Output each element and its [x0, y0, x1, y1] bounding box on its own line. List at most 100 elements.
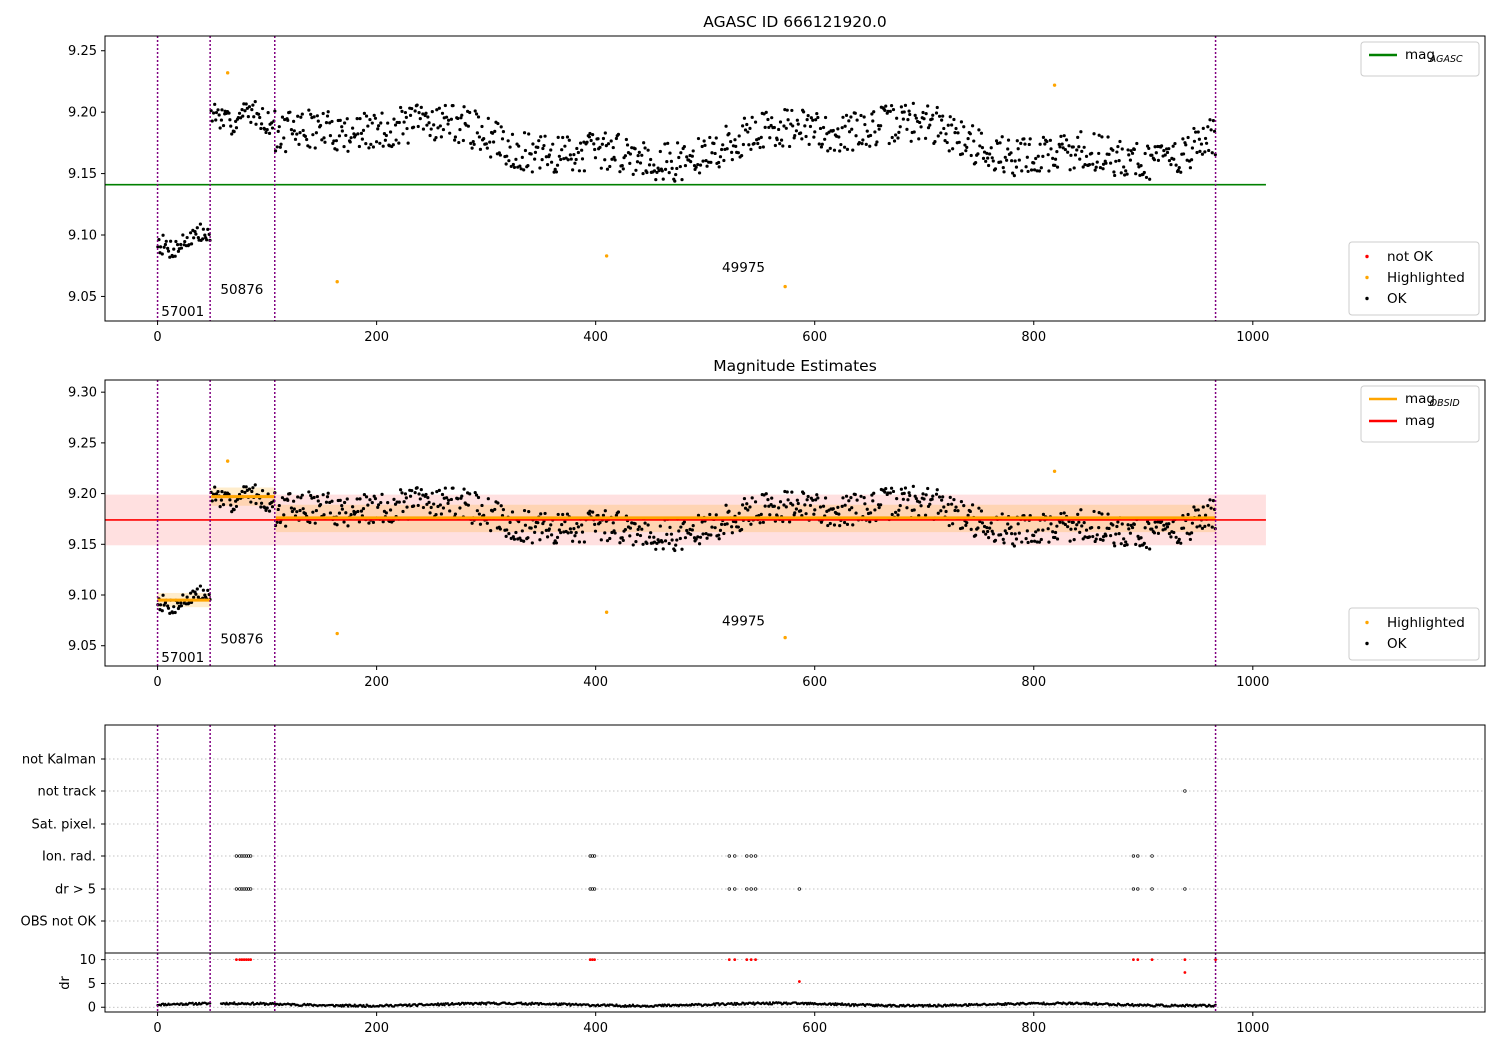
ok-point: [580, 157, 585, 161]
ok-point: [601, 136, 606, 141]
ok-point: [761, 520, 765, 524]
ok-point: [264, 130, 268, 135]
ok-point: [189, 242, 194, 246]
ok-point: [911, 101, 915, 106]
ok-point: [1046, 527, 1050, 531]
ok-point: [722, 158, 726, 163]
ok-point: [566, 531, 570, 535]
ok-point: [1109, 161, 1113, 165]
ok-point: [571, 168, 575, 172]
ok-point: [436, 504, 440, 509]
ok-point: [337, 511, 342, 515]
ok-point: [1013, 159, 1017, 163]
ok-point: [470, 146, 474, 150]
ok-point: [1203, 150, 1207, 154]
ok-point: [1017, 158, 1021, 162]
ok-point: [1082, 520, 1086, 525]
ok-point: [1114, 159, 1118, 163]
ok-point: [1041, 154, 1045, 158]
ok-point: [489, 155, 493, 159]
ok-point: [625, 143, 630, 147]
flag-row-label: Ion. rad.: [42, 850, 96, 865]
ok-point: [160, 609, 164, 613]
ok-point: [462, 105, 466, 109]
ok-point: [717, 533, 721, 537]
ok-point: [1106, 512, 1110, 516]
ok-point: [309, 493, 313, 498]
ok-point: [419, 105, 423, 109]
ok-point: [470, 521, 474, 525]
ok-point: [641, 542, 645, 546]
ok-point: [959, 500, 964, 504]
ok-point: [645, 541, 649, 546]
ok-point: [210, 119, 214, 123]
ok-point: [871, 499, 875, 503]
ok-point: [877, 506, 881, 510]
ok-point: [922, 497, 926, 501]
ok-point: [1098, 537, 1103, 541]
ok-point: [572, 527, 576, 531]
ok-point: [401, 132, 405, 136]
ok-point: [741, 142, 746, 147]
ok-point: [808, 503, 813, 508]
ok-point: [449, 117, 454, 121]
ok-point: [603, 131, 607, 135]
ok-point: [898, 125, 902, 129]
ok-point: [934, 492, 939, 496]
ok-point: [1069, 153, 1073, 157]
ok-point: [620, 536, 624, 540]
ok-point: [891, 107, 896, 112]
ok-point: [1017, 531, 1021, 535]
ok-point: [246, 115, 250, 119]
ok-point: [373, 497, 378, 501]
ok-point: [1129, 149, 1133, 153]
ok-point: [1207, 523, 1211, 527]
ok-point: [366, 503, 370, 507]
ok-point: [742, 116, 747, 120]
ok-point: [768, 136, 772, 140]
ok-point: [359, 131, 364, 136]
ok-point: [476, 115, 481, 119]
ok-point: [345, 497, 349, 501]
x-tick-label: 600: [802, 675, 827, 690]
ok-point: [1188, 166, 1192, 170]
ok-point: [1083, 535, 1087, 539]
ok-point: [1126, 148, 1130, 152]
ok-point: [889, 486, 894, 490]
ok-point: [1165, 525, 1170, 529]
ok-point: [946, 502, 950, 507]
ok-point: [1094, 537, 1098, 541]
ok-point: [337, 134, 342, 138]
ok-point: [785, 108, 789, 112]
y-tick-label: 9.25: [68, 44, 97, 59]
legend-point-swatch: [1365, 296, 1369, 301]
ok-point: [393, 123, 398, 127]
ok-point: [730, 525, 734, 529]
ok-point: [343, 121, 347, 125]
ok-point: [749, 147, 753, 151]
ok-point: [855, 118, 859, 122]
dr-outlier-point: [733, 958, 737, 962]
ok-point: [936, 134, 940, 138]
ok-point: [1037, 540, 1042, 544]
ok-point: [438, 503, 442, 507]
ok-point: [843, 145, 847, 149]
ok-point: [984, 159, 988, 163]
ok-point: [230, 510, 234, 514]
ok-point: [1134, 542, 1138, 546]
highlighted-point: [783, 284, 787, 289]
ok-point: [562, 530, 566, 534]
ok-point: [1032, 533, 1036, 538]
dr-point: [767, 1003, 770, 1006]
ok-point: [947, 149, 951, 153]
ok-point: [990, 156, 994, 160]
ok-point: [621, 167, 625, 171]
ok-point: [421, 505, 426, 510]
ok-point: [923, 513, 928, 517]
ok-point: [1079, 508, 1083, 512]
ok-point: [670, 538, 674, 542]
ok-point: [995, 141, 1000, 146]
ok-point: [768, 513, 772, 517]
ok-point: [773, 143, 777, 148]
ok-point: [164, 239, 168, 243]
